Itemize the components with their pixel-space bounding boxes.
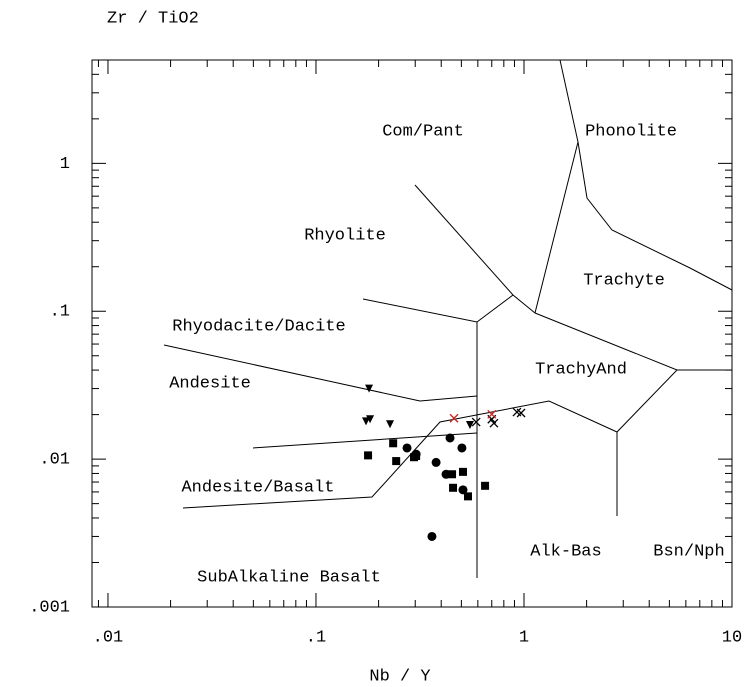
point	[402, 443, 412, 453]
y-tick-label: .01	[39, 451, 70, 470]
x-tick-label: .1	[306, 628, 326, 647]
point	[362, 417, 371, 426]
y-tick-label: 1	[60, 155, 70, 174]
point	[465, 421, 474, 430]
point	[364, 451, 373, 460]
point	[458, 467, 467, 476]
field-label: Com/Pant	[382, 122, 464, 141]
point	[431, 457, 441, 467]
x-tick-label: 10	[722, 628, 742, 647]
point	[487, 409, 497, 419]
x-tick-label: 1	[519, 628, 529, 647]
y-axis-title: Zr / TiO2	[107, 9, 199, 28]
point	[457, 443, 467, 453]
point	[386, 420, 395, 429]
point	[392, 457, 401, 466]
field-label: Phonolite	[585, 122, 677, 141]
point	[427, 531, 437, 541]
point	[448, 470, 457, 479]
point	[481, 481, 490, 490]
field-label: Andesite	[169, 374, 251, 393]
point	[366, 415, 375, 424]
field-label: SubAlkaline Basalt	[197, 568, 381, 587]
point	[489, 418, 499, 428]
field-label: TrachyAnd	[535, 360, 627, 379]
point	[463, 492, 472, 501]
field-boundaries	[163, 59, 733, 578]
field-label: Trachyte	[583, 271, 665, 290]
x-tick-label: .01	[93, 628, 124, 647]
point	[365, 384, 374, 393]
point	[449, 413, 459, 423]
y-tick-label: .001	[29, 598, 70, 617]
field-label: Rhyodacite/Dacite	[172, 317, 345, 336]
point	[471, 417, 481, 427]
point	[449, 483, 458, 492]
field-label: Rhyolite	[304, 226, 386, 245]
point	[445, 433, 455, 443]
plot-frame	[91, 59, 733, 608]
point	[441, 469, 451, 479]
field-label: Bsn/Nph	[653, 542, 724, 561]
point	[516, 408, 526, 418]
x-axis-title: Nb / Y	[369, 667, 430, 686]
field-label: Alk-Bas	[530, 542, 601, 561]
field-label: Andesite/Basalt	[181, 478, 334, 497]
point	[389, 439, 398, 448]
point	[458, 485, 468, 495]
y-tick-label: .1	[50, 303, 70, 322]
point	[411, 449, 421, 459]
